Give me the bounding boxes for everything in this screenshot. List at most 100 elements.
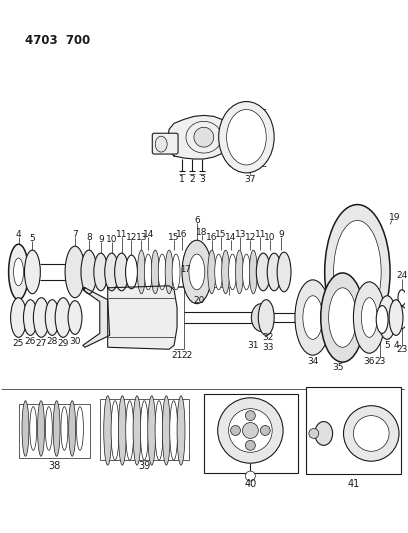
Ellipse shape <box>65 246 85 298</box>
Ellipse shape <box>228 254 237 290</box>
Text: 41: 41 <box>347 479 359 489</box>
Ellipse shape <box>162 396 170 465</box>
Ellipse shape <box>172 254 180 290</box>
Text: 16: 16 <box>206 233 217 242</box>
Text: 40: 40 <box>244 479 257 489</box>
Text: 32: 32 <box>262 333 274 342</box>
Ellipse shape <box>215 254 223 290</box>
Text: 13: 13 <box>235 230 246 239</box>
Text: 19: 19 <box>389 213 401 222</box>
Text: 34: 34 <box>307 357 319 366</box>
Ellipse shape <box>9 244 29 300</box>
Ellipse shape <box>246 410 255 421</box>
Ellipse shape <box>137 250 145 294</box>
Text: 35: 35 <box>332 362 343 372</box>
Ellipse shape <box>155 401 163 460</box>
Text: 23: 23 <box>396 345 408 354</box>
Text: 5: 5 <box>29 234 35 243</box>
Ellipse shape <box>344 406 399 461</box>
FancyBboxPatch shape <box>100 399 189 460</box>
Text: 5: 5 <box>384 341 390 350</box>
Ellipse shape <box>194 127 214 147</box>
Text: 24: 24 <box>396 271 408 280</box>
Ellipse shape <box>45 407 52 450</box>
Text: 6: 6 <box>194 216 200 225</box>
Text: 31: 31 <box>248 341 259 350</box>
Text: 30: 30 <box>69 337 81 346</box>
Ellipse shape <box>81 250 97 294</box>
Text: 15: 15 <box>215 230 226 239</box>
Ellipse shape <box>228 409 272 453</box>
Ellipse shape <box>219 101 274 173</box>
Ellipse shape <box>133 396 141 465</box>
Ellipse shape <box>208 250 216 294</box>
Text: 36: 36 <box>364 357 375 366</box>
Text: 14: 14 <box>225 233 236 242</box>
Ellipse shape <box>242 423 258 439</box>
Text: 37: 37 <box>245 175 256 184</box>
Text: 15: 15 <box>169 233 180 242</box>
Ellipse shape <box>182 240 212 304</box>
Text: 7: 7 <box>72 230 78 239</box>
Text: 18: 18 <box>196 228 208 237</box>
Ellipse shape <box>222 250 230 294</box>
Ellipse shape <box>24 250 40 294</box>
Text: 33: 33 <box>262 343 274 352</box>
Text: 39: 39 <box>138 461 151 471</box>
Ellipse shape <box>235 250 244 294</box>
Ellipse shape <box>258 300 274 335</box>
Text: 4: 4 <box>16 230 21 239</box>
Text: 2: 2 <box>189 175 195 184</box>
Text: 11: 11 <box>116 230 127 239</box>
Ellipse shape <box>309 429 319 439</box>
Text: 9: 9 <box>98 235 104 244</box>
Ellipse shape <box>226 109 266 165</box>
Ellipse shape <box>111 401 119 460</box>
Text: 25: 25 <box>13 339 24 348</box>
Ellipse shape <box>76 407 83 450</box>
Text: 22: 22 <box>181 351 193 360</box>
Ellipse shape <box>256 253 270 291</box>
Text: 11: 11 <box>255 230 266 239</box>
Ellipse shape <box>30 407 37 450</box>
Text: 16: 16 <box>176 230 188 239</box>
Text: 29: 29 <box>58 339 69 348</box>
Ellipse shape <box>38 401 44 456</box>
Ellipse shape <box>361 298 377 337</box>
Ellipse shape <box>321 273 364 362</box>
Ellipse shape <box>295 280 330 355</box>
Ellipse shape <box>158 254 166 290</box>
Ellipse shape <box>22 401 29 456</box>
Text: 27: 27 <box>35 339 47 348</box>
Ellipse shape <box>13 258 24 286</box>
Ellipse shape <box>24 300 38 335</box>
Ellipse shape <box>105 253 119 291</box>
Text: 38: 38 <box>48 461 60 471</box>
Ellipse shape <box>260 425 270 435</box>
Ellipse shape <box>189 254 205 290</box>
Ellipse shape <box>353 416 389 451</box>
Polygon shape <box>167 116 232 159</box>
Text: 12: 12 <box>126 233 137 242</box>
Text: 8: 8 <box>86 233 92 242</box>
Ellipse shape <box>144 254 152 290</box>
Ellipse shape <box>329 288 357 348</box>
Polygon shape <box>83 288 110 348</box>
Ellipse shape <box>68 301 82 334</box>
Ellipse shape <box>231 425 240 435</box>
Ellipse shape <box>33 298 49 337</box>
Ellipse shape <box>148 396 156 465</box>
Ellipse shape <box>170 401 177 460</box>
Ellipse shape <box>118 396 126 465</box>
Ellipse shape <box>140 401 149 460</box>
Ellipse shape <box>94 253 108 291</box>
Ellipse shape <box>389 300 403 335</box>
Text: 14: 14 <box>143 230 154 239</box>
Ellipse shape <box>267 253 281 291</box>
Ellipse shape <box>126 255 137 289</box>
Ellipse shape <box>11 298 27 337</box>
Ellipse shape <box>69 401 75 456</box>
Ellipse shape <box>277 252 291 292</box>
Ellipse shape <box>61 407 68 450</box>
Ellipse shape <box>177 396 185 465</box>
